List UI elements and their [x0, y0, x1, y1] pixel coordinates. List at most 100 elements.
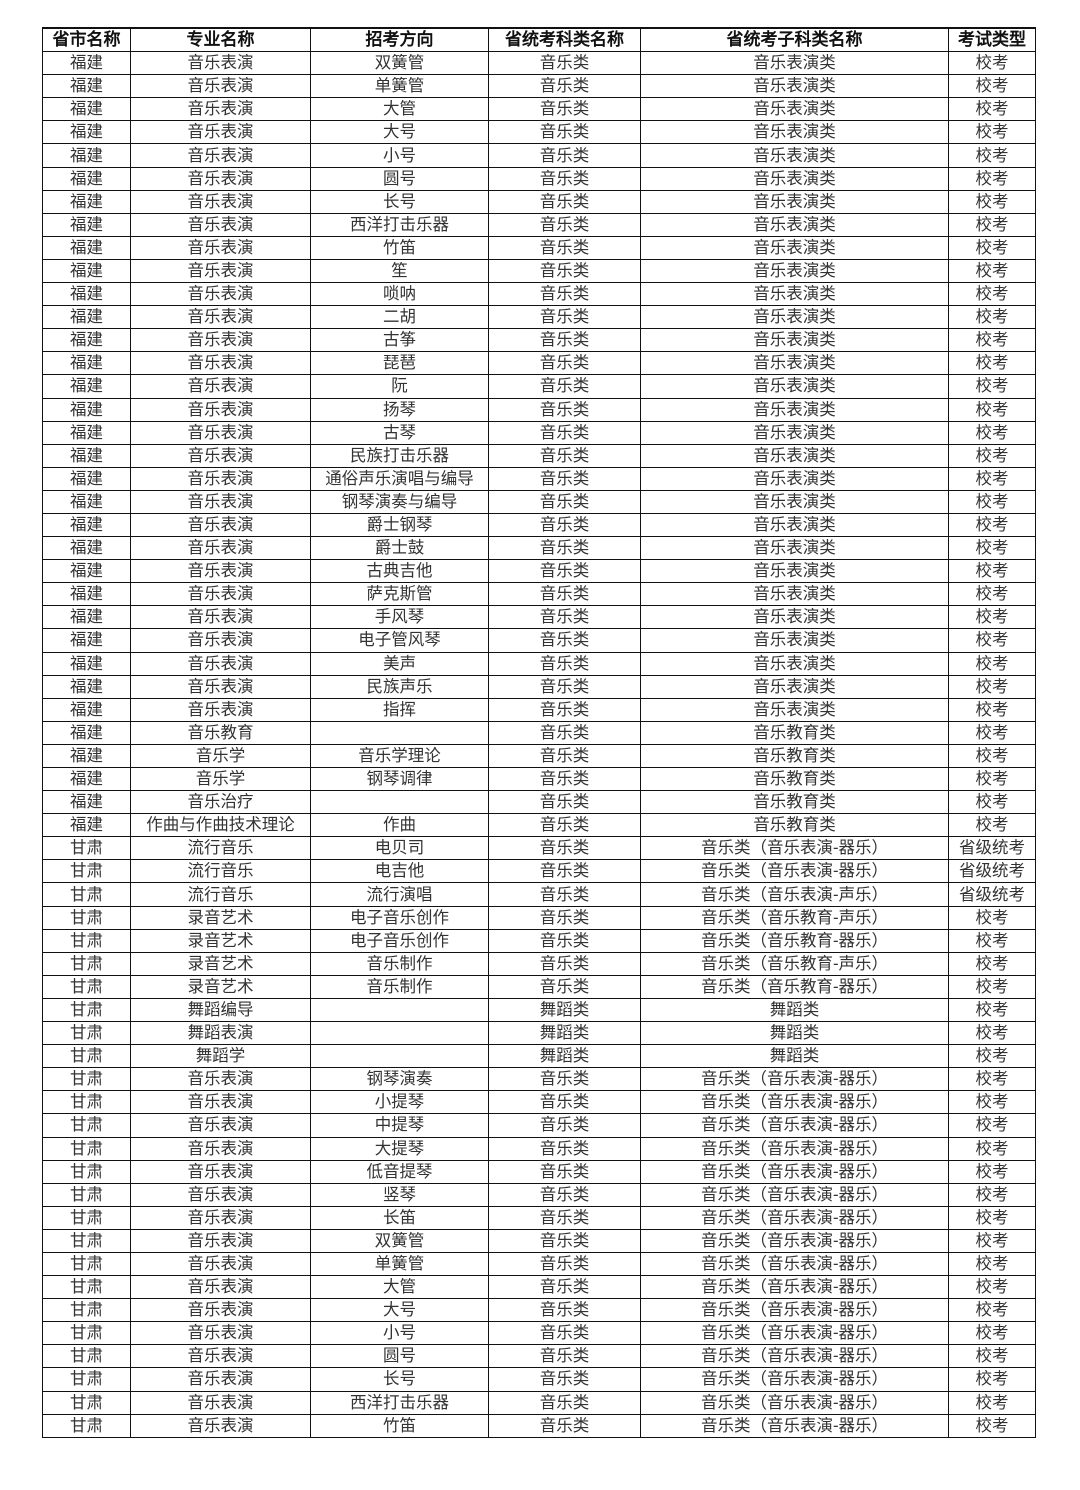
table-row: 甘肃 音乐表演 西洋打击乐器 音乐类 音乐类（音乐表演-器乐） 校考 [42, 1390, 1036, 1415]
major-cell: 音乐表演 [130, 466, 311, 491]
table-row: 福建 音乐教育 音乐类 音乐教育类 校考 [42, 720, 1036, 745]
province-cell: 甘肃 [42, 974, 131, 999]
category-cell: 音乐类 [488, 1275, 641, 1300]
subcategory-cell: 音乐教育类 [640, 743, 949, 769]
exam-type-cell: 校考 [948, 489, 1036, 514]
table-row: 福建 音乐表演 爵士钢琴 音乐类 音乐表演类 校考 [42, 512, 1036, 538]
subcategory-cell: 音乐表演类 [640, 120, 949, 145]
direction-cell: 流行演唱 [310, 882, 489, 907]
major-cell: 音乐表演 [130, 374, 311, 399]
exam-type-cell: 校考 [948, 189, 1036, 214]
exam-type-cell: 校考 [948, 974, 1036, 999]
province-cell: 福建 [42, 697, 131, 722]
table-row: 福建 音乐表演 竹笛 音乐类 音乐表演类 校考 [42, 235, 1036, 260]
major-cell: 录音艺术 [130, 974, 311, 999]
exam-type-cell: 校考 [948, 74, 1036, 99]
exam-type-cell: 校考 [948, 651, 1036, 676]
major-cell: 音乐表演 [130, 1344, 311, 1369]
exam-type-cell: 校考 [948, 1275, 1036, 1300]
subcategory-cell: 音乐表演类 [640, 697, 949, 722]
exam-type-cell: 校考 [948, 1413, 1036, 1438]
major-cell: 音乐表演 [130, 1205, 311, 1230]
table-row: 甘肃 音乐表演 中提琴 音乐类 音乐类（音乐表演-器乐） 校考 [42, 1113, 1036, 1138]
exam-type-cell: 校考 [948, 374, 1036, 399]
subcategory-cell: 音乐类（音乐表演-器乐） [640, 1413, 949, 1438]
direction-cell: 电贝司 [310, 836, 489, 861]
exam-type-cell: 校考 [948, 790, 1036, 815]
category-cell: 音乐类 [488, 1321, 641, 1346]
direction-cell: 美声 [310, 651, 489, 676]
table-row: 甘肃 音乐表演 大号 音乐类 音乐类（音乐表演-器乐） 校考 [42, 1298, 1036, 1323]
table-row: 福建 音乐表演 单簧管 音乐类 音乐表演类 校考 [42, 74, 1036, 99]
exam-type-cell: 校考 [948, 928, 1036, 953]
exam-type-cell: 省级统考 [948, 859, 1036, 884]
direction-cell: 指挥 [310, 697, 489, 722]
province-cell: 福建 [42, 120, 131, 145]
direction-cell: 音乐制作 [310, 951, 489, 976]
table-row: 福建 音乐表演阮音乐类 音乐表演类 校考 [42, 374, 1036, 399]
direction-cell: 竹笛 [310, 235, 489, 260]
exam-type-cell: 校考 [948, 512, 1036, 538]
exam-type-cell: 校考 [948, 743, 1036, 769]
subcategory-cell: 音乐教育类 [640, 790, 949, 815]
exam-type-cell: 校考 [948, 258, 1036, 284]
exam-type-cell: 校考 [948, 766, 1036, 792]
province-cell: 甘肃 [42, 1275, 131, 1300]
province-cell: 甘肃 [42, 951, 131, 976]
exam-type-cell: 校考 [948, 674, 1036, 699]
province-cell: 福建 [42, 51, 131, 76]
major-cell: 音乐表演 [130, 1067, 311, 1092]
direction-cell: 竖琴 [310, 1182, 489, 1207]
subcategory-cell: 音乐类（音乐表演-器乐） [640, 1251, 949, 1277]
province-cell: 甘肃 [42, 1021, 131, 1046]
table-row: 福建 音乐表演笙音乐类 音乐表演类 校考 [42, 258, 1036, 284]
category-cell: 音乐类 [488, 536, 641, 561]
header-direction: 招考方向 [310, 27, 489, 53]
category-cell: 音乐类 [488, 743, 641, 769]
header-province: 省市名称 [42, 27, 131, 53]
major-cell: 音乐表演 [130, 1413, 311, 1438]
category-cell: 音乐类 [488, 766, 641, 792]
subcategory-cell: 音乐类（音乐表演-器乐） [640, 1136, 949, 1161]
direction-cell: 笙 [310, 258, 489, 284]
direction-cell: 小号 [310, 143, 489, 168]
province-cell: 福建 [42, 443, 131, 468]
table-row: 福建 音乐学 音乐学理论 音乐类 音乐教育类 校考 [42, 743, 1036, 769]
exam-type-cell: 校考 [948, 1182, 1036, 1207]
major-cell: 音乐表演 [130, 512, 311, 538]
major-cell: 流行音乐 [130, 859, 311, 884]
category-cell: 音乐类 [488, 1113, 641, 1138]
province-cell: 甘肃 [42, 882, 131, 907]
category-cell: 音乐类 [488, 1090, 641, 1115]
subcategory-cell: 音乐表演类 [640, 351, 949, 376]
direction-cell: 小号 [310, 1321, 489, 1346]
table-row: 甘肃 音乐表演 大提琴 音乐类 音乐类（音乐表演-器乐） 校考 [42, 1136, 1036, 1161]
province-cell: 福建 [42, 743, 131, 769]
direction-cell: 双簧管 [310, 1228, 489, 1253]
province-cell: 甘肃 [42, 1367, 131, 1392]
province-cell: 甘肃 [42, 997, 131, 1023]
header-exam-type: 考试类型 [948, 27, 1036, 53]
major-cell: 音乐表演 [130, 1228, 311, 1253]
province-cell: 甘肃 [42, 1228, 131, 1253]
category-cell: 音乐类 [488, 697, 641, 722]
category-cell: 音乐类 [488, 512, 641, 538]
table-row: 福建 音乐表演 小号 音乐类 音乐表演类 校考 [42, 143, 1036, 168]
table-row: 甘肃 音乐表演 大管 音乐类 音乐类（音乐表演-器乐） 校考 [42, 1275, 1036, 1300]
direction-cell: 爵士鼓 [310, 536, 489, 561]
direction-cell: 通俗声乐演唱与编导 [310, 466, 489, 491]
exam-type-cell: 校考 [948, 305, 1036, 330]
header-major: 专业名称 [130, 27, 311, 53]
subcategory-cell: 音乐表演类 [640, 235, 949, 260]
major-cell: 音乐表演 [130, 328, 311, 353]
table-row: 甘肃 录音艺术 音乐制作 音乐类 音乐类（音乐教育-声乐） 校考 [42, 951, 1036, 976]
major-cell: 音乐表演 [130, 1113, 311, 1138]
province-cell: 甘肃 [42, 1251, 131, 1277]
exam-type-cell: 校考 [948, 1205, 1036, 1230]
major-cell: 音乐表演 [130, 143, 311, 168]
province-cell: 福建 [42, 97, 131, 122]
major-cell: 作曲与作曲技术理论 [130, 813, 311, 838]
subcategory-cell: 音乐表演类 [640, 97, 949, 122]
direction-cell [310, 720, 489, 745]
major-cell: 音乐表演 [130, 443, 311, 468]
